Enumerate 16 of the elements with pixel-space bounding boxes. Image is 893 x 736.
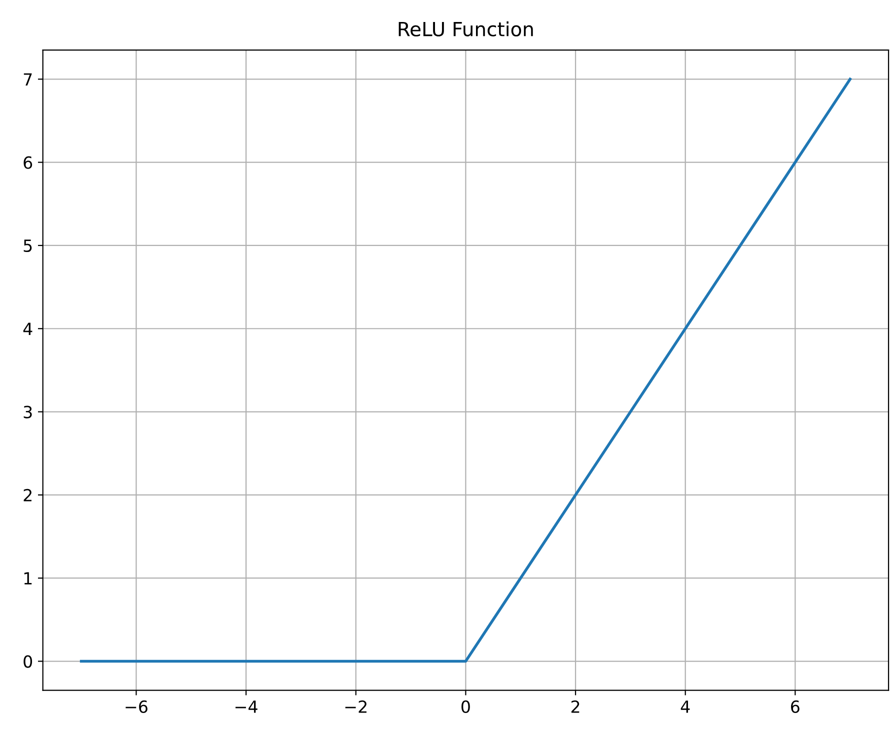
y-tick-label: 1 (24, 572, 32, 584)
x-tick-label: 0 (461, 700, 470, 713)
y-tick-label: 2 (24, 488, 32, 502)
x-tick-label: 6 (791, 700, 800, 713)
x-tick-label: −2 (345, 700, 366, 713)
x-tick-label: 4 (680, 700, 690, 713)
x-tick-label: −6 (126, 700, 148, 713)
x-tick-label: −4 (236, 700, 258, 713)
y-tick-label: 6 (24, 156, 32, 169)
y-tick-label: 5 (24, 240, 32, 252)
y-tick-label: 0 (24, 655, 32, 668)
x-tick-label: 2 (571, 700, 580, 713)
y-tick-label: 7 (24, 73, 32, 86)
chart-title: ReLU Function (398, 21, 533, 36)
y-tick-label: 3 (24, 406, 32, 418)
y-tick-label: 4 (23, 322, 32, 335)
